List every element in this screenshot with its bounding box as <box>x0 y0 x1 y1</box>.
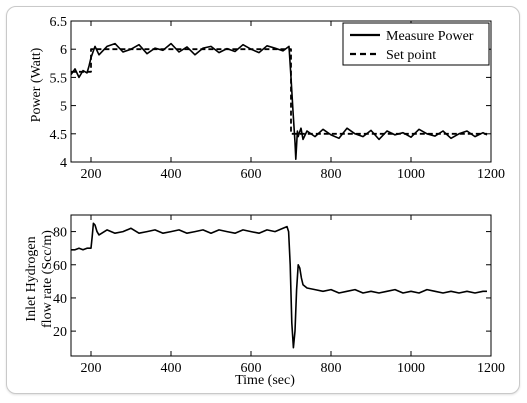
power-x-tick-label: 200 <box>81 167 102 182</box>
flow-plot-frame <box>70 214 492 357</box>
measure-power-line <box>70 42 488 160</box>
flow-y-tick-label: 80 <box>53 226 67 241</box>
set-point-line <box>71 48 487 135</box>
flow-x-tick-label: 400 <box>161 361 182 376</box>
flow-y-axis-label-line2: flow rate (Scc/m) <box>40 230 55 328</box>
flow-y-tick-label: 60 <box>53 259 67 274</box>
power-y-tick-label: 5 <box>60 100 67 115</box>
power-x-tick-label: 1200 <box>477 167 505 182</box>
flow-x-tick-label: 200 <box>81 361 102 376</box>
figure-frame <box>6 6 520 394</box>
flow-x-tick-label: 600 <box>241 361 262 376</box>
legend-measure-power-label: Measure Power <box>386 29 474 44</box>
legend-box <box>342 22 490 66</box>
chart-legend: Measure Power Set point <box>342 22 490 66</box>
power-y-axis-label: Power (Watt) <box>29 47 44 122</box>
flow-y-tick-label: 20 <box>53 325 67 340</box>
power-plot-frame <box>70 20 492 163</box>
power-plot-panel: 200 400 600 800 1000 1200 4 4.5 5 5.5 6 6.5 <box>50 15 506 182</box>
power-x-tick-label: 800 <box>321 167 342 182</box>
power-y-tick-label: 6 <box>60 43 67 58</box>
flow-y-axis-label-line1: Inlet Hydrogen <box>24 236 39 321</box>
flow-x-tick-label: 800 <box>321 361 342 376</box>
flow-x-tick-label: 1200 <box>477 361 505 376</box>
power-y-tick-label: 4.5 <box>50 128 68 143</box>
hydrogen-flow-plot-panel: 200 400 600 800 1000 1200 20 40 60 80 <box>53 214 505 376</box>
legend-set-point-label: Set point <box>386 48 436 63</box>
power-x-tick-label: 1000 <box>397 167 425 182</box>
power-x-tick-label: 600 <box>241 167 262 182</box>
power-y-tick-label: 4 <box>60 156 67 171</box>
power-y-tick-label: 6.5 <box>50 15 68 30</box>
power-y-tick-label: 5.5 <box>50 71 68 86</box>
flow-x-tick-label: 1000 <box>397 361 425 376</box>
flow-y-tick-label: 40 <box>53 292 67 307</box>
flow-series-line <box>71 222 487 349</box>
power-x-tick-label: 400 <box>161 167 182 182</box>
time-x-axis-label: Time (sec) <box>235 373 295 388</box>
